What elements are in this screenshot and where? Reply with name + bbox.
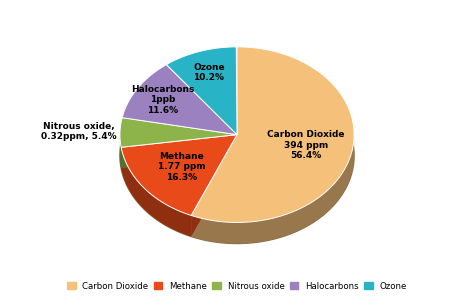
Polygon shape [121,147,191,237]
Polygon shape [120,118,237,147]
Polygon shape [121,135,237,168]
Polygon shape [120,68,354,244]
Text: Nitrous oxide,
0.32ppm, 5.4%: Nitrous oxide, 0.32ppm, 5.4% [41,122,117,141]
Text: Halocarbons
1ppb
11.6%: Halocarbons 1ppb 11.6% [131,85,194,115]
Polygon shape [120,135,121,168]
Polygon shape [191,135,237,237]
Text: Carbon Dioxide
394 ppm
56.4%: Carbon Dioxide 394 ppm 56.4% [267,130,345,160]
Polygon shape [122,65,237,135]
Polygon shape [121,135,237,168]
Polygon shape [191,135,237,237]
Legend: Carbon Dioxide, Methane, Nitrous oxide, Halocarbons, Ozone: Carbon Dioxide, Methane, Nitrous oxide, … [65,280,409,292]
Polygon shape [191,47,354,222]
Polygon shape [121,135,237,215]
Text: Methane
1.77 ppm
16.3%: Methane 1.77 ppm 16.3% [157,152,205,182]
Text: Ozone
10.2%: Ozone 10.2% [193,62,225,82]
Polygon shape [166,47,237,135]
Polygon shape [191,136,354,244]
